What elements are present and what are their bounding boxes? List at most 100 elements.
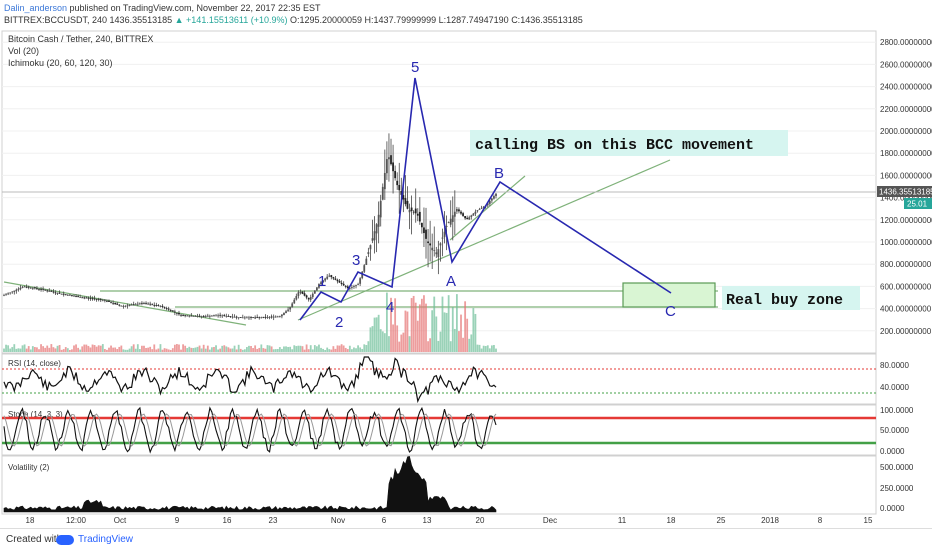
volume-bar	[46, 345, 49, 352]
chart-canvas: Bitcoin Cash / Tether, 240, BITTREX Vol …	[1, 30, 932, 525]
rsi-line	[3, 356, 497, 404]
candle-body	[204, 316, 207, 317]
volume-bar	[470, 334, 473, 352]
volume-bar	[21, 345, 24, 352]
volume-bar	[429, 338, 432, 352]
candle-body	[246, 317, 248, 319]
candle-body	[252, 317, 254, 319]
volume-bar	[435, 316, 438, 352]
volume-bar	[250, 346, 252, 352]
candle-body	[79, 297, 82, 298]
candle-body	[52, 291, 55, 293]
candle-body	[373, 231, 376, 241]
volume-bar	[246, 347, 248, 352]
volume-bar	[348, 345, 351, 352]
candle-body	[493, 196, 495, 199]
volume-bar	[355, 348, 357, 352]
candle-body	[301, 291, 304, 294]
candle-body	[462, 213, 464, 216]
candle-body	[38, 288, 40, 290]
volume-bar	[190, 347, 193, 352]
volume-bar	[27, 346, 30, 352]
volume-bar	[73, 345, 75, 352]
candle-body	[472, 213, 475, 216]
wave-label-b: B	[494, 165, 504, 182]
volume-bar	[81, 346, 84, 352]
volume-bar	[108, 347, 110, 352]
candle-body	[381, 186, 384, 200]
candle-body	[295, 296, 298, 300]
candle-body	[455, 208, 458, 212]
candle-body	[81, 297, 84, 299]
volume-bar	[68, 349, 71, 352]
last-price-tag	[877, 186, 932, 197]
candle-body	[478, 209, 481, 210]
volume-bar	[58, 345, 61, 352]
volume-bar	[369, 327, 372, 352]
candle-body	[293, 299, 296, 304]
candle-body	[334, 278, 337, 280]
volume-bar	[52, 347, 55, 352]
volume-bar	[375, 317, 378, 352]
candle-body	[7, 293, 10, 295]
candle-body	[394, 170, 397, 179]
candle-body	[458, 209, 460, 212]
volume-bar	[134, 348, 137, 352]
volume-bar	[79, 349, 82, 352]
volume-bar	[163, 348, 166, 352]
volume-bar	[320, 347, 322, 352]
candle-body	[21, 286, 24, 288]
volume-bar	[357, 345, 359, 352]
candle-body	[369, 245, 372, 250]
volume-bar	[410, 298, 413, 352]
price-tick-label: 800.00000000	[880, 260, 932, 269]
candle-body	[268, 316, 271, 318]
volume-bar	[161, 349, 164, 352]
candle-body	[101, 299, 104, 301]
tradingview-link[interactable]: TradingView	[78, 534, 134, 545]
volume-bar	[89, 347, 92, 352]
candle-body	[418, 211, 421, 222]
candle-body	[42, 288, 45, 290]
volume-bar	[295, 346, 298, 352]
candle-body	[431, 247, 434, 251]
candle-body	[73, 295, 75, 297]
candle-body	[383, 172, 386, 190]
candle-body	[136, 303, 139, 305]
volume-bar	[381, 331, 384, 352]
candle-body	[95, 298, 98, 300]
volume-bar	[476, 344, 479, 352]
volume-tag-text: 25.01	[907, 200, 928, 209]
volume-bar	[338, 345, 341, 352]
candle-body	[186, 315, 189, 317]
volume-bar	[324, 349, 327, 352]
volume-bar	[23, 344, 26, 352]
price-tick-label: 2200.00000000	[880, 105, 932, 114]
candle-body	[425, 229, 427, 239]
volume-bar	[449, 341, 452, 352]
volume-bar	[64, 347, 67, 352]
candle-body	[433, 250, 436, 251]
candle-body	[320, 282, 322, 285]
volume-bar	[287, 346, 289, 352]
candle-body	[60, 293, 63, 295]
volume-bar	[443, 312, 446, 352]
candle-body	[402, 195, 405, 200]
volume-bar	[309, 345, 312, 352]
volume-bar	[388, 336, 390, 352]
candle-body	[453, 211, 456, 217]
candle-body	[184, 315, 187, 317]
volume-bar	[254, 345, 257, 352]
candle-body	[56, 292, 59, 294]
candle-body	[182, 315, 184, 316]
candle-body	[153, 304, 156, 306]
candle-body	[103, 299, 106, 301]
price-tick-label: 2400.00000000	[880, 83, 932, 92]
candle-body	[5, 294, 7, 296]
volume-bar	[468, 338, 471, 352]
volume-bar	[390, 297, 392, 352]
volume-bar	[188, 346, 191, 352]
author-link[interactable]: Dalin_anderson	[4, 3, 68, 13]
volume-bar	[441, 296, 444, 352]
candle-body	[328, 275, 331, 277]
